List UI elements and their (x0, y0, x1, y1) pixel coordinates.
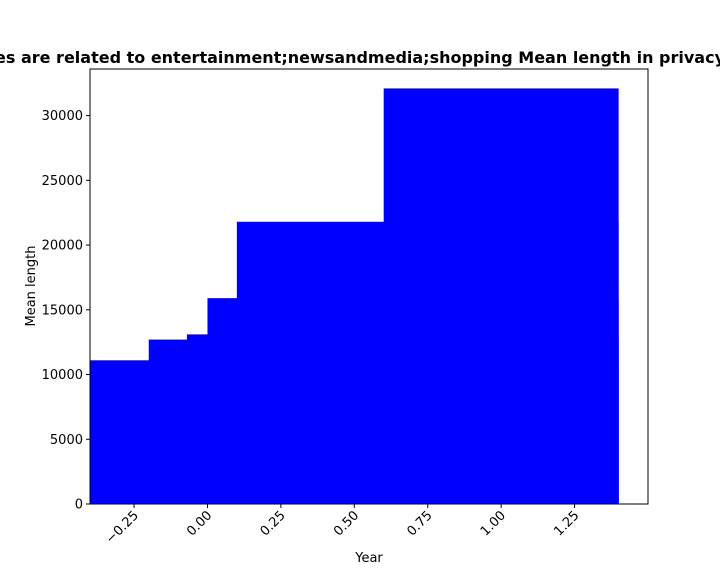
y-tick-label: 0 (75, 498, 83, 513)
y-tick-label: 15000 (42, 303, 83, 318)
bar-6 (383, 88, 619, 504)
bars-group (90, 88, 619, 504)
x-tick-label: 1.25 (551, 508, 582, 539)
x-tick-label: 0.75 (404, 508, 435, 539)
x-tick-label: 0.50 (331, 508, 362, 539)
y-tick-label: 30000 (42, 109, 83, 124)
x-tick-label: 1.00 (478, 508, 509, 539)
y-axis: 0 5000 10000 15000 20000 25000 30000 (42, 109, 90, 513)
y-axis-label: Mean length (24, 246, 39, 327)
x-axis: −0.25 0.00 0.25 0.50 0.75 1.00 1.25 (103, 504, 582, 547)
y-tick-label: 5000 (50, 433, 83, 448)
x-axis-label: Year (354, 551, 383, 566)
y-tick-label: 20000 (42, 239, 83, 254)
plot-frame (89, 68, 649, 505)
x-tick-label: 0.00 (184, 508, 215, 539)
y-tick-label: 25000 (42, 174, 83, 189)
chart-title: es are related to entertainment;newsandm… (0, 48, 720, 67)
x-tick-label: −0.25 (103, 508, 142, 547)
y-tick-label: 10000 (42, 368, 83, 383)
x-tick-label: 0.25 (258, 508, 289, 539)
